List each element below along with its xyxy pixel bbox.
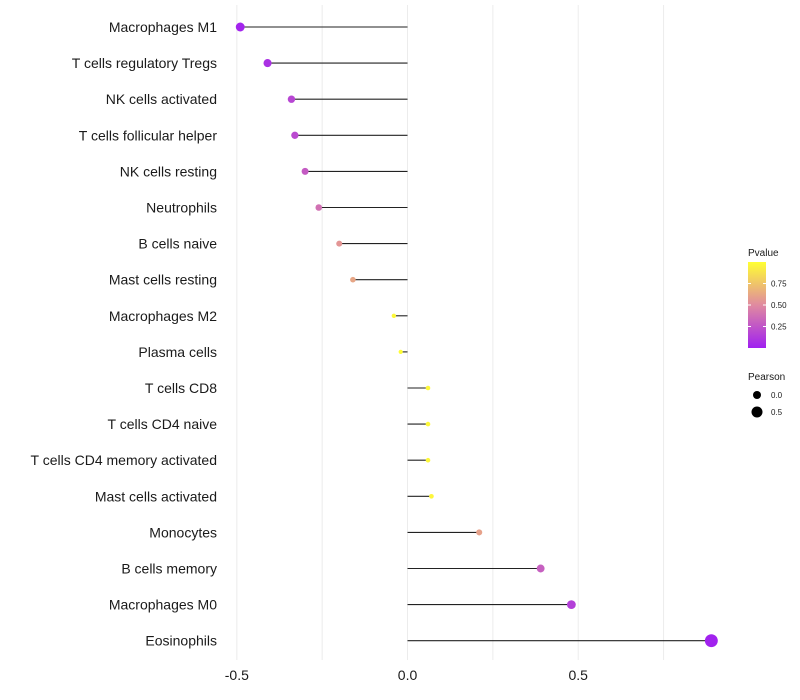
lollipop-dot [536, 564, 545, 573]
category-label: Plasma cells [138, 344, 217, 360]
x-axis-ticks: -0.5 0.0 0.5 [225, 667, 588, 683]
lollipop-dot [391, 313, 397, 318]
lollipop-dot [263, 59, 272, 68]
category-label: NK cells activated [106, 91, 217, 107]
lollipop-dot [336, 240, 343, 247]
lollipop-dot [704, 634, 718, 648]
grid-lines [236, 5, 665, 660]
category-label: T cells CD4 memory activated [31, 452, 217, 468]
category-label: Mast cells activated [95, 488, 217, 504]
category-label: Mast cells resting [109, 272, 217, 288]
category-label: B cells memory [121, 561, 217, 577]
x-tick-label: 0.0 [398, 667, 418, 683]
category-label: Macrophages M2 [109, 308, 217, 324]
category-label: T cells CD4 naive [108, 416, 218, 432]
lollipop-dot [350, 276, 356, 283]
lollipop-dot [287, 95, 296, 103]
colorbar-tick-label: 0.50 [771, 301, 787, 310]
pearson-legend-title: Pearson [748, 372, 785, 383]
pvalue-legend: Pvalue 0.25 0.50 0.75 [748, 248, 787, 348]
lollipop-dot [425, 385, 431, 391]
pearson-legend: Pearson 0.0 0.5 [748, 372, 785, 418]
lollipop-dot [315, 204, 323, 211]
lollipop-dot [425, 421, 431, 427]
pearson-legend-dot [753, 391, 761, 399]
category-label: Eosinophils [145, 633, 217, 649]
colorbar-tick-label: 0.75 [771, 280, 787, 289]
lollipop-dot [429, 493, 434, 499]
lollipop-dot [301, 167, 309, 175]
lollipop-dot [398, 349, 403, 354]
category-labels: Macrophages M1 T cells regulatory Tregs NK… [31, 19, 218, 649]
category-label: Macrophages M0 [109, 597, 217, 613]
x-tick-label: 0.5 [568, 667, 588, 683]
lollipop-dot [476, 529, 483, 536]
category-label: T cells CD8 [145, 380, 217, 396]
lollipop-dots [235, 22, 718, 648]
pvalue-legend-title: Pvalue [748, 248, 779, 259]
lollipop-dot [425, 457, 431, 463]
lollipop-dot [566, 600, 576, 609]
pvalue-colorbar [748, 262, 766, 348]
category-label: Macrophages M1 [109, 19, 217, 35]
pearson-legend-dot [751, 406, 763, 418]
colorbar-tick-label: 0.25 [771, 323, 787, 332]
category-label: Monocytes [149, 524, 217, 540]
category-label: T cells regulatory Tregs [72, 55, 217, 71]
category-label: T cells follicular helper [79, 127, 218, 143]
x-tick-label: -0.5 [225, 667, 249, 683]
lollipop-stems [240, 26, 712, 642]
category-label: Neutrophils [146, 200, 217, 216]
lollipop-dot [235, 22, 245, 32]
category-label: B cells naive [138, 236, 217, 252]
lollipop-dot [291, 131, 299, 139]
pearson-legend-label: 0.5 [771, 408, 783, 417]
category-label: NK cells resting [120, 163, 217, 179]
pearson-legend-label: 0.0 [771, 391, 783, 400]
